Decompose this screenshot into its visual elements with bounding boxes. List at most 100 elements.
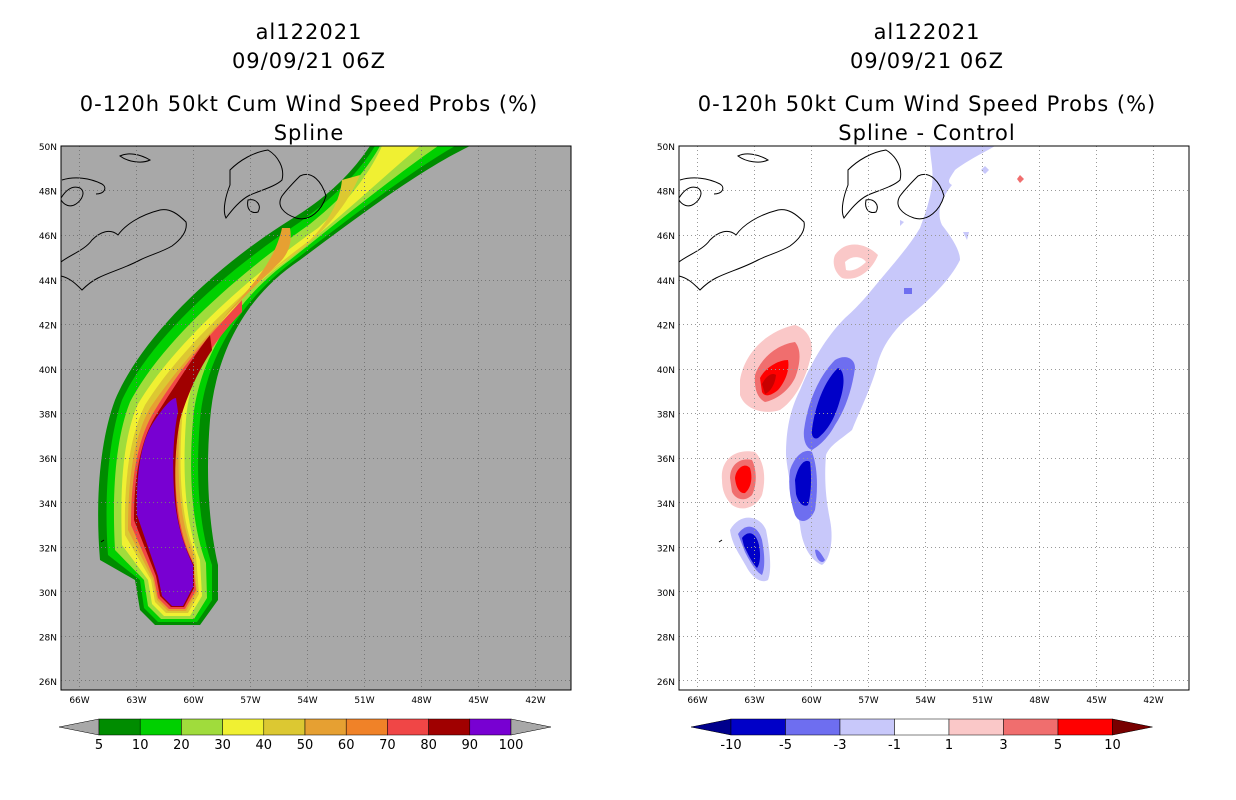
left-lon-label: 66W — [69, 696, 89, 706]
left-colorbar-label: 60 — [338, 738, 355, 753]
right-colorbar-high-arrow — [1112, 718, 1153, 736]
left-longitude-labels: 66W 63W 60W 57W 54W 51W 48W 45W 42W — [69, 696, 545, 706]
left-lat-label: 44N — [39, 277, 57, 287]
right-lat-label: 42N — [657, 321, 675, 331]
right-product-title: 0-120h 50kt Cum Wind Speed Probs (%) — [697, 92, 1157, 116]
left-colorbar-high-arrow — [510, 718, 552, 736]
left-lat-label: 40N — [39, 366, 57, 376]
right-colorbar-swatch — [894, 718, 950, 736]
left-colorbar-swatch — [345, 718, 388, 736]
left-lat-label: 48N — [39, 188, 57, 198]
left-lon-label: 51W — [354, 696, 374, 706]
left-lat-label: 34N — [39, 500, 57, 510]
right-lon-label: 60W — [801, 696, 821, 706]
left-colorbar-swatch — [98, 718, 141, 736]
left-colorbar-label: 5 — [95, 738, 103, 753]
left-colorbar-swatch — [469, 718, 512, 736]
left-lon-label: 42W — [525, 696, 545, 706]
right-colorbar: -10 -5 -3 -1 1 3 5 10 — [690, 718, 1153, 753]
left-lon-label: 45W — [468, 696, 488, 706]
right-map-frame — [678, 145, 1190, 691]
left-colorbar-swatch — [222, 718, 265, 736]
right-lon-label: 66W — [687, 696, 707, 706]
left-lon-label: 54W — [297, 696, 317, 706]
right-lat-label: 32N — [657, 544, 675, 554]
left-storm-id: al122021 — [255, 20, 363, 44]
right-colorbar-label: -3 — [834, 738, 847, 753]
left-colorbar-label: 50 — [297, 738, 314, 753]
left-lat-label: 36N — [39, 455, 57, 465]
right-colorbar-label: 5 — [1054, 738, 1062, 753]
left-colorbar-swatch — [304, 718, 347, 736]
left-map: 50N48N46N44N42N40N38N36N34N32N30N28N26N … — [39, 143, 572, 706]
right-colorbar-swatch — [1003, 718, 1059, 736]
right-lat-label: 36N — [657, 455, 675, 465]
right-colorbar-label: -5 — [779, 738, 792, 753]
left-colorbar-label: 70 — [379, 738, 396, 753]
left-colorbar-label: 100 — [499, 738, 524, 753]
left-coastlines — [61, 149, 327, 543]
right-datetime: 09/09/21 06Z — [849, 49, 1005, 73]
right-lon-label: 48W — [1029, 696, 1049, 706]
right-lat-label: 40N — [657, 366, 675, 376]
left-colorbar-label: 10 — [132, 738, 149, 753]
right-colorbar-low-arrow — [690, 718, 732, 736]
right-colorbar-swatch — [839, 718, 895, 736]
right-subtitle: Spline - Control — [838, 121, 1016, 145]
right-lon-label: 51W — [972, 696, 992, 706]
left-lon-label: 48W — [411, 696, 431, 706]
left-lat-label: 42N — [39, 321, 57, 331]
left-lat-label: 32N — [39, 544, 57, 554]
right-lon-label: 54W — [915, 696, 935, 706]
left-colorbar-swatch — [263, 718, 306, 736]
left-product-title: 0-120h 50kt Cum Wind Speed Probs (%) — [79, 92, 539, 116]
left-lon-label: 60W — [183, 696, 203, 706]
left-lat-label: 26N — [39, 678, 57, 688]
right-lat-label: 50N — [657, 143, 675, 153]
left-lon-label: 63W — [126, 696, 146, 706]
right-lon-label: 45W — [1086, 696, 1106, 706]
right-colorbar-label: 10 — [1104, 738, 1121, 753]
right-lat-label: 44N — [657, 277, 675, 287]
right-map: 50N48N46N44N42N40N38N36N34N32N30N28N26N … — [657, 143, 1190, 706]
left-colorbar-swatch — [428, 718, 471, 736]
left-colorbar-swatch — [139, 718, 182, 736]
right-lon-label: 57W — [858, 696, 878, 706]
right-lon-label: 63W — [744, 696, 764, 706]
right-colorbar-swatch — [730, 718, 786, 736]
right-colorbar-swatch — [785, 718, 841, 736]
left-colorbar-label: 20 — [173, 738, 190, 753]
right-colorbar-label: 3 — [999, 738, 1007, 753]
left-colorbar-low-arrow — [58, 718, 100, 736]
left-lat-label: 50N — [39, 143, 57, 153]
right-colorbar-label: -10 — [720, 738, 741, 753]
left-colorbar-swatch — [387, 718, 429, 736]
left-lat-label: 38N — [39, 411, 57, 421]
left-colorbar-label: 80 — [420, 738, 437, 753]
left-map-frame — [60, 145, 572, 691]
right-lat-label: 26N — [657, 678, 675, 688]
right-longitude-labels: 66W 63W 60W 57W 54W 51W 48W 45W 42W — [687, 696, 1163, 706]
right-colorbar-swatch — [1057, 718, 1113, 736]
left-lat-label: 30N — [39, 589, 57, 599]
left-subtitle: Spline — [273, 121, 345, 145]
left-latitude-labels: 50N 48N 46N 44N 42N 40N 38N 36N 34N 32N 30N 28N 26N — [39, 143, 57, 688]
right-lat-label: 28N — [657, 634, 675, 644]
right-coastlines — [679, 149, 945, 543]
left-colorbar-label: 90 — [462, 738, 479, 753]
right-lat-label: 48N — [657, 188, 675, 198]
left-lat-label: 28N — [39, 634, 57, 644]
right-lon-label: 42W — [1143, 696, 1163, 706]
right-graticule — [679, 146, 1189, 690]
left-datetime: 09/09/21 06Z — [231, 49, 387, 73]
left-colorbar-label: 40 — [256, 738, 273, 753]
left-lon-label: 57W — [240, 696, 260, 706]
right-colorbar-label: -1 — [888, 738, 901, 753]
right-lat-label: 38N — [657, 411, 675, 421]
left-colorbar-swatch — [181, 718, 223, 736]
right-storm-id: al122021 — [873, 20, 981, 44]
right-lat-label: 34N — [657, 500, 675, 510]
left-colorbar: 5 10 20 30 40 50 60 70 80 90 100 — [58, 718, 552, 753]
left-graticule — [61, 146, 571, 690]
